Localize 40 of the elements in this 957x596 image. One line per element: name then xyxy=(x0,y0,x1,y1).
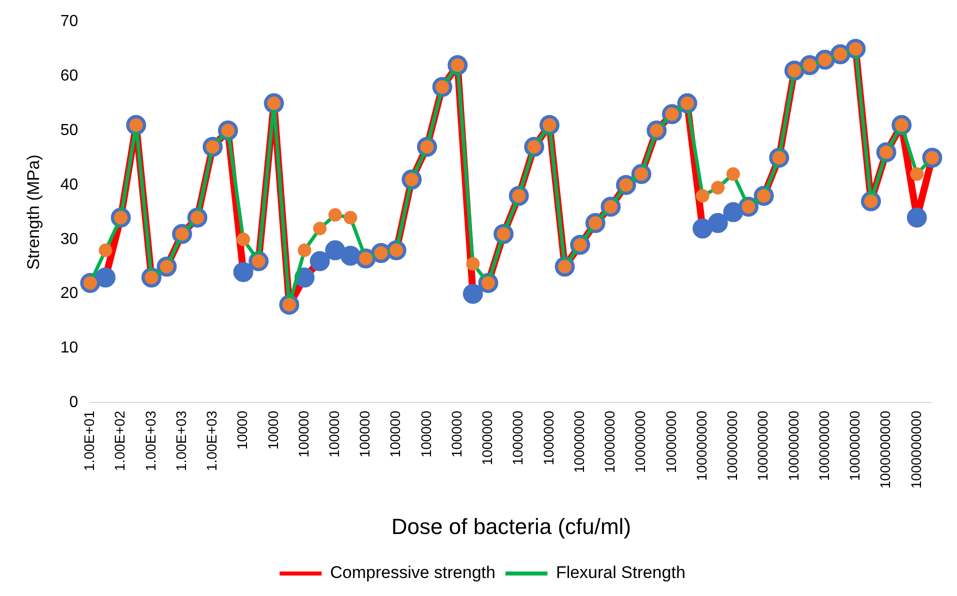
x-tick-label: 100000 xyxy=(356,410,373,458)
x-tick-label: 10000 xyxy=(264,410,281,450)
x-axis-title: Dose of bacteria (cfu/ml) xyxy=(391,514,632,539)
y-tick-label: 0 xyxy=(69,394,78,412)
x-tick-label: 100000000 xyxy=(693,410,710,481)
x-tick-label: 100000 xyxy=(295,410,312,458)
y-tick-label: 10 xyxy=(60,340,78,357)
x-tick-label: 10000 xyxy=(234,410,250,450)
x-tick-label: 1.00E+03 xyxy=(172,410,189,472)
x-tick-label: 100000000 xyxy=(785,410,802,481)
x-tick-label: 100000 xyxy=(418,410,434,458)
y-tick-label: 70 xyxy=(60,13,78,30)
x-tick-label: 100000000 xyxy=(724,410,740,481)
y-tick-label: 40 xyxy=(60,176,78,194)
x-tick-label: 100000 xyxy=(326,410,342,458)
x-tick-label: 10000000 xyxy=(602,410,618,474)
x-tick-label: 10000000 xyxy=(632,410,648,474)
x-tick-label: 100000 xyxy=(387,410,404,458)
x-tick-label: 100000 xyxy=(448,410,464,458)
y-tick-label: 50 xyxy=(60,122,78,139)
legend-label: Compressive strength xyxy=(330,563,496,582)
x-tick-label: 100000000 xyxy=(754,410,771,481)
x-tick-label: 10000000 xyxy=(662,410,679,474)
x-tick-label: 1000000 xyxy=(510,410,526,466)
x-tick-label: 1000000 xyxy=(540,410,556,466)
x-tick-label: 1.00E+03 xyxy=(204,410,220,472)
y-tick-label: 20 xyxy=(60,285,78,302)
y-tick-label: 60 xyxy=(60,67,78,84)
legend-label: Flexural Strength xyxy=(556,563,686,582)
x-tick-label: 100000000 xyxy=(816,410,832,481)
x-tick-label: 1000000 xyxy=(479,410,496,466)
x-tick-label: 10000000 xyxy=(570,410,587,474)
x-tick-label: 1.00E+01 xyxy=(81,410,98,472)
y-axis-title: Strength (MPa) xyxy=(24,154,43,270)
x-tick-label: 1000000000 xyxy=(877,410,894,489)
y-tick-label: 30 xyxy=(60,230,78,248)
x-tick-label: 1.00E+03 xyxy=(142,410,158,472)
x-tick-label: 1000000000 xyxy=(908,410,924,489)
x-tick-label: 100000000 xyxy=(846,410,863,481)
x-tick-label: 1.00E+02 xyxy=(112,410,128,472)
